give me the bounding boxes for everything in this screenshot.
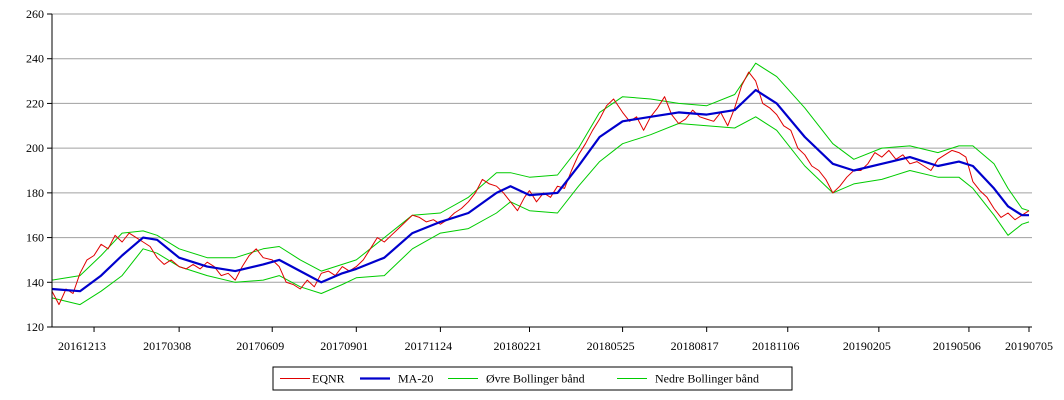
x-tick-label: 20181106 xyxy=(752,339,800,353)
y-tick-label: 240 xyxy=(26,52,44,66)
x-tick-label: 20161213 xyxy=(58,339,106,353)
series-line-1 xyxy=(51,88,1029,293)
y-tick-label: 260 xyxy=(26,7,44,21)
x-tick-label: 20180525 xyxy=(587,339,635,353)
x-tick-label: 20170308 xyxy=(143,339,191,353)
y-tick-label: 180 xyxy=(26,186,44,200)
series-line-2 xyxy=(51,62,1030,281)
y-tick-label: 120 xyxy=(26,320,44,334)
legend-box xyxy=(272,366,793,391)
y-tick-label: 160 xyxy=(26,231,44,245)
y-tick-label: 140 xyxy=(26,275,44,289)
x-tick-label: 20170901 xyxy=(320,339,368,353)
legend-label-2: Øvre Bollinger bånd xyxy=(486,372,585,386)
x-tick-label: 20170609 xyxy=(236,339,284,353)
chart-series xyxy=(51,62,1030,306)
x-tick-label: 20171124 xyxy=(405,339,453,353)
legend-label-3: Nedre Bollinger bånd xyxy=(655,372,759,386)
y-tick-label: 200 xyxy=(26,141,44,155)
x-tick-label: 20190506 xyxy=(933,339,981,353)
chart-axes xyxy=(51,14,1032,328)
x-tick-label: 20190705 xyxy=(1005,339,1053,353)
legend-label-0: EQNR xyxy=(312,372,345,386)
x-tick-label: 20180817 xyxy=(671,339,719,353)
y-axis-ticks: 120 140 160 180 200 220 240 260 xyxy=(26,7,52,334)
series-line-0 xyxy=(51,71,1030,306)
x-tick-label: 20190205 xyxy=(843,339,891,353)
chart-grid xyxy=(52,13,1032,283)
y-tick-label: 220 xyxy=(26,96,44,110)
legend-label-1: MA-20 xyxy=(398,372,433,386)
series-line-3 xyxy=(51,116,1030,306)
chart-legend: EQNR MA-20 Øvre Bollinger bånd Nedre Bollin… xyxy=(272,366,793,391)
x-axis-ticks: 20161213 20170308 20170609 20170901 20171124… xyxy=(58,327,1053,353)
x-tick-label: 20180221 xyxy=(493,339,541,353)
